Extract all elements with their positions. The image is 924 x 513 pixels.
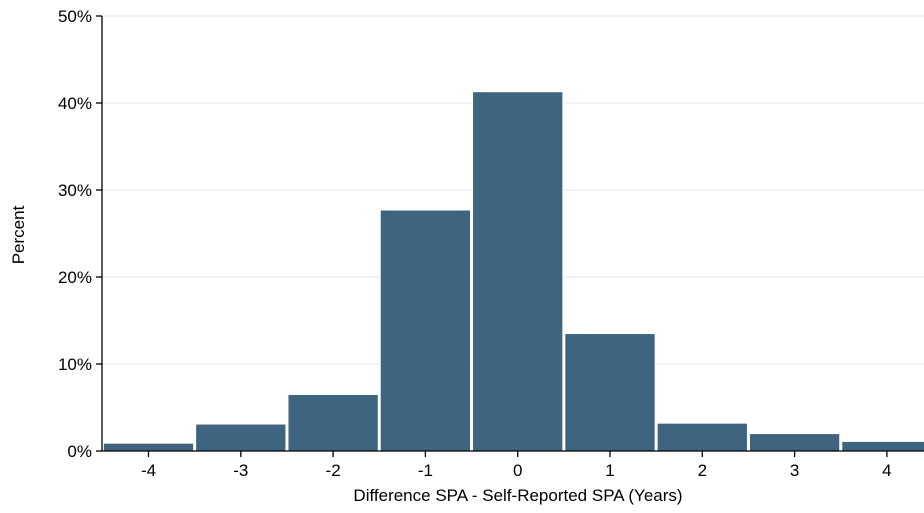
y-tick-label: 20% <box>58 268 92 287</box>
x-tick-label: 0 <box>513 461 522 480</box>
bars <box>102 91 924 452</box>
x-tick-labels: -4 -3 -2 -1 0 1 2 3 4 <box>141 461 892 480</box>
y-axis-label: Percent <box>9 205 28 264</box>
axes <box>96 15 924 457</box>
x-axis-label: Difference SPA - Self-Reported SPA (Year… <box>353 486 682 505</box>
y-tick-label: 0% <box>67 442 92 461</box>
x-tick-label: 1 <box>605 461 614 480</box>
histogram-bar <box>102 442 195 452</box>
x-tick-label: 2 <box>698 461 707 480</box>
histogram-bar <box>195 423 287 452</box>
y-tick-label: 30% <box>58 181 92 200</box>
histogram-bar <box>379 209 472 452</box>
y-tick-label: 40% <box>58 94 92 113</box>
x-tick-label: -3 <box>233 461 248 480</box>
x-tick-label: 4 <box>882 461 891 480</box>
histogram-bar <box>841 440 924 452</box>
y-tick-labels: 0% 10% 20% 30% 40% 50% <box>58 7 92 461</box>
histogram-bar <box>472 91 564 452</box>
x-tick-label: -1 <box>418 461 433 480</box>
y-tick-label: 50% <box>58 7 92 26</box>
x-tick-label: -2 <box>326 461 341 480</box>
histogram-bar <box>748 433 841 452</box>
histogram-bar <box>287 393 379 452</box>
x-tick-label: -4 <box>141 461 156 480</box>
histogram-bar <box>564 333 656 452</box>
x-tick-label: 3 <box>790 461 799 480</box>
histogram-bar <box>656 422 748 452</box>
y-tick-label: 10% <box>58 355 92 374</box>
